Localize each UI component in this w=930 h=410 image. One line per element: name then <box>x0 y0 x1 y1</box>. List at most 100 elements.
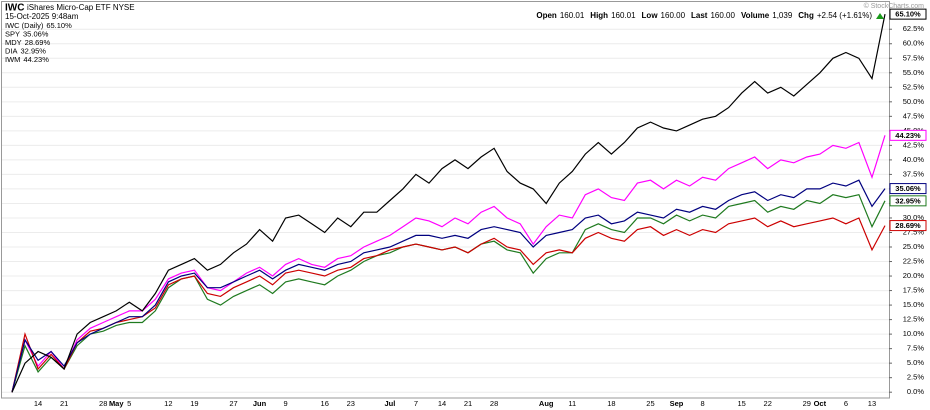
y-tick-label: 7.5% <box>907 344 924 353</box>
x-tick-label: 21 <box>60 399 68 408</box>
quote-value: 1,039 <box>772 11 793 20</box>
y-tick-label: 27.5% <box>903 227 925 236</box>
x-tick-label: 8 <box>700 399 704 408</box>
legend-value: 44.23% <box>23 55 49 64</box>
x-tick-label: May <box>109 399 124 408</box>
y-tick-label: 60.0% <box>903 39 925 48</box>
y-tick-label: 42.5% <box>903 140 925 149</box>
y-tick-label: 52.5% <box>903 82 925 91</box>
y-tick-label: 22.5% <box>903 257 925 266</box>
y-tick-label: 55.0% <box>903 68 925 77</box>
legend-value: 35.06% <box>23 29 49 38</box>
datetime: 15-Oct-2025 9:48am <box>5 12 79 21</box>
x-tick-label: 15 <box>737 399 745 408</box>
x-tick-label: 28 <box>490 399 498 408</box>
lines <box>11 13 886 393</box>
series-line <box>11 13 886 393</box>
x-tick-label: 14 <box>438 399 446 408</box>
legend-name: DIA <box>5 46 18 55</box>
y-tick-label: 15.0% <box>903 300 925 309</box>
x-tick-label: 11 <box>568 399 576 408</box>
last-value-tag <box>889 8 927 20</box>
quote-label: Last <box>691 11 708 20</box>
quote-label: Low <box>642 11 659 20</box>
exchange: NYSE <box>113 3 135 12</box>
x-tick-label: 22 <box>764 399 772 408</box>
y-tick-label: 17.5% <box>903 286 925 295</box>
y-tick-label: 50.0% <box>903 97 925 106</box>
y-tick-label: 40.0% <box>903 155 925 164</box>
quote-value: +2.54 (+1.61%) <box>817 11 872 20</box>
series-line <box>11 217 886 393</box>
x-tick-label: 23 <box>347 399 355 408</box>
legend-name: MDY <box>5 38 22 47</box>
x-tick-label: 27 <box>229 399 237 408</box>
x-tick-label: 21 <box>464 399 472 408</box>
x-tick-label: 6 <box>844 399 848 408</box>
symbol: IWC <box>5 3 24 14</box>
quote: Open 160.01 High 160.01 Low 160.00 Last 160.00 V… <box>536 11 872 20</box>
last-value-tag <box>889 220 927 232</box>
legend-value: 65.10% <box>46 21 72 30</box>
last-value-tag <box>889 183 927 195</box>
x-tick-label: 9 <box>284 399 288 408</box>
y-tick-label: 62.5% <box>903 24 925 33</box>
up-arrow <box>876 13 884 19</box>
y-tick-label: 37.5% <box>903 169 925 178</box>
last-value-label: 65.10% <box>895 10 921 19</box>
quote-value: 160.00 <box>661 11 686 20</box>
name: iShares Micro-Cap ETF <box>27 3 111 12</box>
x-tick-label: Jul <box>384 399 395 408</box>
x-tick-label: Oct <box>814 399 827 408</box>
y-tick-label: 25.0% <box>903 242 925 251</box>
series-line <box>11 179 886 393</box>
last-value-label: 28.69% <box>895 221 921 230</box>
last-value-label: 44.23% <box>895 131 921 140</box>
y-tick-label: 47.5% <box>903 111 925 120</box>
x-tick-label: 19 <box>190 399 198 408</box>
x-tick-label: 12 <box>164 399 172 408</box>
y-tick-label: 10.0% <box>903 329 925 338</box>
quote-value: 160.00 <box>710 11 735 20</box>
y-tick-label: 12.5% <box>903 315 925 324</box>
x-tick-label: 28 <box>99 399 107 408</box>
last-value-tag <box>889 195 927 207</box>
x-tick-label: 18 <box>607 399 615 408</box>
watermark: © StockCharts.com <box>864 2 925 10</box>
x-tick-label: 29 <box>803 399 811 408</box>
legend-name: IWC (Daily) <box>5 21 44 30</box>
legend: IWC (Daily) 65.10%SPY 35.06%MDY 28.69%DIA 32… <box>5 21 72 64</box>
last-value-label: 32.95% <box>895 196 921 205</box>
x-tick-label: 16 <box>321 399 329 408</box>
y-tick-label: 30.0% <box>903 213 925 222</box>
y-tick-label: 20.0% <box>903 271 925 280</box>
x-tick-label: Sep <box>670 399 684 408</box>
plot-frame <box>1 1 890 399</box>
quote-label: High <box>590 11 608 20</box>
legend-name: SPY <box>5 29 20 38</box>
quote-value: 160.01 <box>560 11 585 20</box>
x-tick-label: 5 <box>127 399 131 408</box>
legend-entry: IWM 44.23% <box>5 55 49 64</box>
last-value-tag <box>889 129 927 141</box>
x-tick-label: 25 <box>646 399 654 408</box>
x-tick-label: 13 <box>868 399 876 408</box>
legend-entry: DIA 32.95% <box>5 46 46 55</box>
y-tick-label: 2.5% <box>907 373 924 382</box>
legend-name: IWM <box>5 55 20 64</box>
quote-label: Volume <box>741 11 770 20</box>
legend-value: 28.69% <box>25 38 51 47</box>
series-line <box>11 135 886 393</box>
x-tick-label: 14 <box>34 399 42 408</box>
last-value-label: 35.06% <box>895 184 921 193</box>
y-tick-label: 57.5% <box>903 53 925 62</box>
x-tick-label: 7 <box>414 399 418 408</box>
legend-entry: IWC (Daily) 65.10% <box>5 21 72 30</box>
quote-value: 160.01 <box>611 11 636 20</box>
legend-entry: SPY 35.06% <box>5 29 49 38</box>
legend-value: 32.95% <box>21 46 47 55</box>
y-tick-label: 0.0% <box>907 387 924 396</box>
y-tick-label: 5.0% <box>907 358 924 367</box>
